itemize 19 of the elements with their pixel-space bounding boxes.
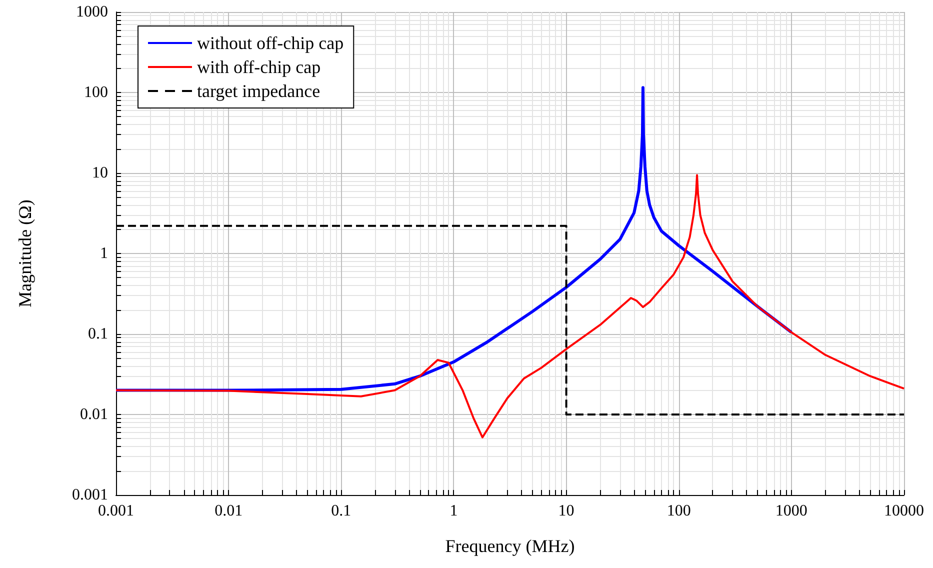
y-tick-label: 0.001 [72, 486, 108, 504]
y-tick-label: 1000 [76, 4, 108, 20]
x-tick-label: 1 [450, 502, 458, 520]
legend-label: without off-chip cap [197, 33, 344, 53]
legend-label: target impedance [197, 81, 320, 101]
legend-label: with off-chip cap [197, 57, 321, 77]
x-tick-label: 1000 [775, 502, 808, 520]
y-tick-label: 0.1 [88, 326, 108, 342]
x-tick-label: 0.1 [331, 502, 352, 520]
y-tick-label: 1 [100, 245, 108, 262]
x-tick-label: 0.01 [214, 502, 243, 520]
x-tick-label: 10 [558, 502, 574, 520]
x-axis-title: Frequency (MHz) [445, 536, 575, 556]
y-axis-title: Magnitude (Ω) [15, 200, 35, 308]
y-tick-label: 10 [92, 164, 108, 182]
y-tick-label: 0.01 [80, 406, 108, 423]
x-tick-label: 100 [666, 502, 691, 520]
x-tick-label: 10000 [884, 502, 924, 520]
y-tick-label: 100 [84, 84, 108, 101]
